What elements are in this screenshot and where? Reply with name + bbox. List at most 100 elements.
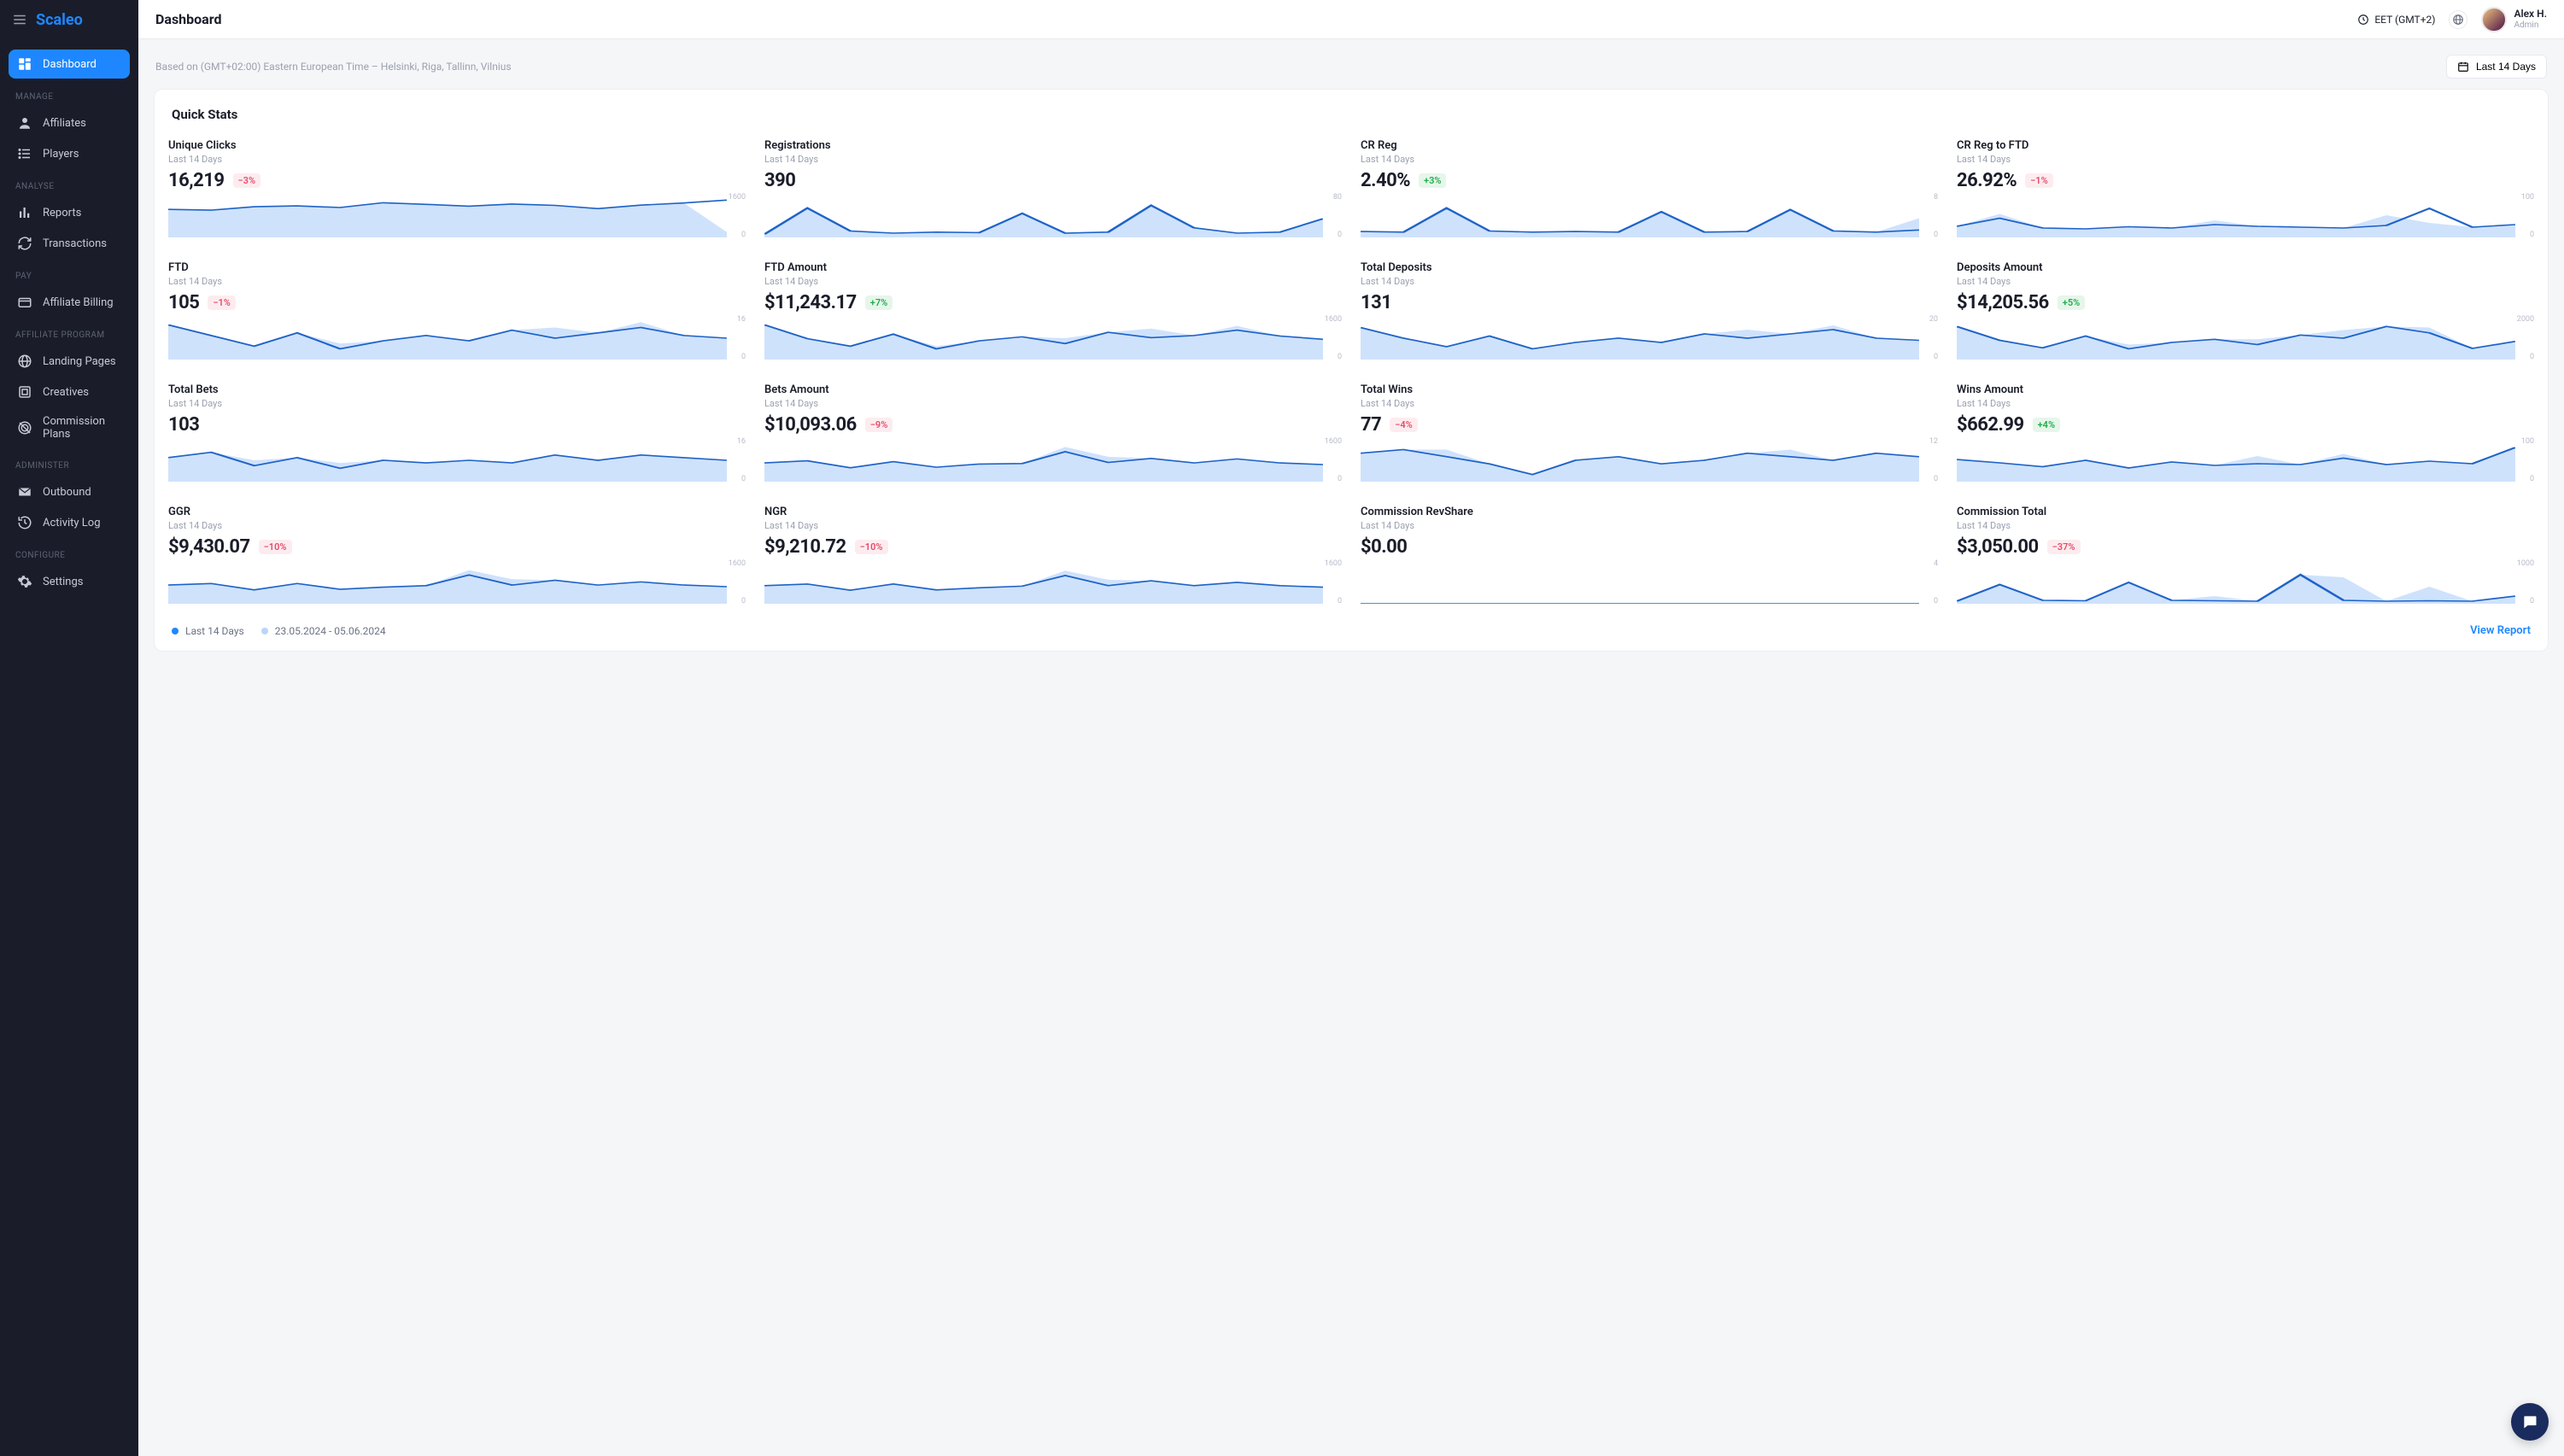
stat-delta-badge: +7%: [865, 295, 893, 310]
stat-subtitle: Last 14 Days: [1361, 276, 1938, 287]
mini-chart: 12 0: [1361, 439, 1938, 482]
stat-delta-badge: −37%: [2047, 540, 2081, 554]
panel-title: Quick Stats: [168, 107, 2534, 122]
chart-min-label: 0: [741, 475, 746, 483]
stat-card-bets-amount: Bets Amount Last 14 Days $10,093.06 −9% …: [764, 383, 1342, 482]
sidebar-item-reports[interactable]: Reports: [9, 198, 130, 227]
view-report-link[interactable]: View Report: [2470, 624, 2531, 637]
chart-svg: [1957, 439, 2515, 482]
chart-min-label: 0: [2530, 353, 2534, 361]
calendar-icon: [2457, 61, 2469, 73]
sidebar-item-affiliates[interactable]: Affiliates: [9, 108, 130, 137]
chart-svg: [1361, 317, 1919, 360]
sidebar-item-creatives[interactable]: Creatives: [9, 377, 130, 406]
brand-logo[interactable]: Scaleo: [36, 11, 83, 29]
chart-max-label: 1600: [1325, 437, 1342, 446]
legend-dot-compare: [261, 628, 268, 634]
stat-delta-badge: −4%: [1390, 418, 1418, 432]
stat-title: FTD: [168, 261, 746, 274]
stat-card-registrations: Registrations Last 14 Days 390 80 0: [764, 139, 1342, 237]
user-menu[interactable]: Alex H. Admin: [2481, 7, 2547, 32]
stat-value: $662.99: [1957, 414, 2024, 436]
mini-chart: 20 0: [1361, 317, 1938, 360]
user-name: Alex H.: [2514, 9, 2547, 20]
globe-icon: [17, 354, 32, 369]
sidebar-item-outbound[interactable]: Outbound: [9, 477, 130, 506]
chat-button[interactable]: [2511, 1403, 2549, 1441]
chart-max-label: 16: [737, 437, 746, 446]
stat-value: 131: [1361, 292, 1391, 313]
chart-min-label: 0: [2530, 475, 2534, 483]
chart-svg: [1957, 195, 2515, 237]
chart-svg: [168, 317, 727, 360]
stat-card-wins-amount: Wins Amount Last 14 Days $662.99 +4% 100…: [1957, 383, 2534, 482]
mini-chart: 8 0: [1361, 195, 1938, 237]
card-icon: [17, 295, 32, 310]
chart-svg: [1361, 561, 1919, 604]
sidebar-item-players[interactable]: Players: [9, 139, 130, 168]
sidebar-item-label: Transactions: [43, 237, 107, 250]
sidebar-section-label: CONFIGURE: [9, 539, 130, 565]
sidebar-section-label: MANAGE: [9, 80, 130, 107]
stat-subtitle: Last 14 Days: [168, 154, 746, 165]
stat-card-ftd: FTD Last 14 Days 105 −1% 16 0: [168, 261, 746, 360]
list-icon: [17, 146, 32, 161]
chart-min-label: 0: [2530, 231, 2534, 239]
stat-subtitle: Last 14 Days: [168, 520, 746, 531]
stat-title: CR Reg to FTD: [1957, 139, 2534, 152]
legend-dot-primary: [172, 628, 179, 634]
stat-card-cr-reg: CR Reg Last 14 Days 2.40% +3% 8 0: [1361, 139, 1938, 237]
sidebar-item-landing-pages[interactable]: Landing Pages: [9, 347, 130, 376]
hamburger-icon[interactable]: [12, 12, 27, 27]
language-selector[interactable]: [2449, 10, 2467, 29]
chart-min-label: 0: [1934, 353, 1938, 361]
chart-min-label: 0: [741, 597, 746, 605]
panel-footer: Last 14 Days 23.05.2024 - 05.06.2024 Vie…: [168, 624, 2534, 637]
chart-max-label: 100: [2521, 437, 2534, 446]
clock-icon: [2357, 14, 2369, 26]
mini-chart: 1600 0: [168, 561, 746, 604]
sidebar-item-label: Activity Log: [43, 517, 101, 529]
timezone-label: EET (GMT+2): [2374, 14, 2435, 26]
stat-card-commission-total: Commission Total Last 14 Days $3,050.00 …: [1957, 506, 2534, 604]
stat-card-ngr: NGR Last 14 Days $9,210.72 −10% 1600 0: [764, 506, 1342, 604]
timezone-selector[interactable]: EET (GMT+2): [2357, 14, 2435, 26]
stats-grid: Unique Clicks Last 14 Days 16,219 −3% 16…: [168, 139, 2534, 604]
stat-subtitle: Last 14 Days: [1957, 520, 2534, 531]
stat-value: $9,210.72: [764, 536, 846, 558]
stat-subtitle: Last 14 Days: [168, 276, 746, 287]
dashboard-icon: [17, 56, 32, 72]
chart-svg: [764, 317, 1323, 360]
sidebar-item-settings[interactable]: Settings: [9, 567, 130, 596]
history-icon: [17, 515, 32, 530]
sidebar-item-commission-plans[interactable]: Commission Plans: [9, 408, 130, 447]
sidebar-item-transactions[interactable]: Transactions: [9, 229, 130, 258]
stat-title: FTD Amount: [764, 261, 1342, 274]
stat-subtitle: Last 14 Days: [764, 398, 1342, 409]
sidebar-item-affiliate-billing[interactable]: Affiliate Billing: [9, 288, 130, 317]
chart-svg: [764, 195, 1323, 237]
sidebar-item-activity-log[interactable]: Activity Log: [9, 508, 130, 537]
mini-chart: 4 0: [1361, 561, 1938, 604]
gear-icon: [17, 574, 32, 589]
chart-max-label: 1000: [2517, 559, 2534, 568]
chart-max-label: 80: [1333, 193, 1342, 202]
mini-chart: 1600 0: [764, 439, 1342, 482]
legend-primary-label: Last 14 Days: [185, 625, 244, 637]
chart-min-label: 0: [1338, 231, 1342, 239]
stat-card-total-bets: Total Bets Last 14 Days 103 16 0: [168, 383, 746, 482]
period-selector[interactable]: Last 14 Days: [2446, 55, 2547, 79]
stat-subtitle: Last 14 Days: [764, 520, 1342, 531]
stat-card-deposits-amount: Deposits Amount Last 14 Days $14,205.56 …: [1957, 261, 2534, 360]
bars-icon: [17, 205, 32, 220]
stat-title: Deposits Amount: [1957, 261, 2534, 274]
creative-icon: [17, 384, 32, 400]
chart-min-label: 0: [1934, 475, 1938, 483]
sidebar-item-dashboard[interactable]: Dashboard: [9, 50, 130, 79]
sidebar-item-label: Affiliates: [43, 117, 86, 130]
target-icon: [17, 420, 32, 436]
mini-chart: 2000 0: [1957, 317, 2534, 360]
chart-min-label: 0: [741, 231, 746, 239]
chart-min-label: 0: [741, 353, 746, 361]
chart-min-label: 0: [2530, 597, 2534, 605]
